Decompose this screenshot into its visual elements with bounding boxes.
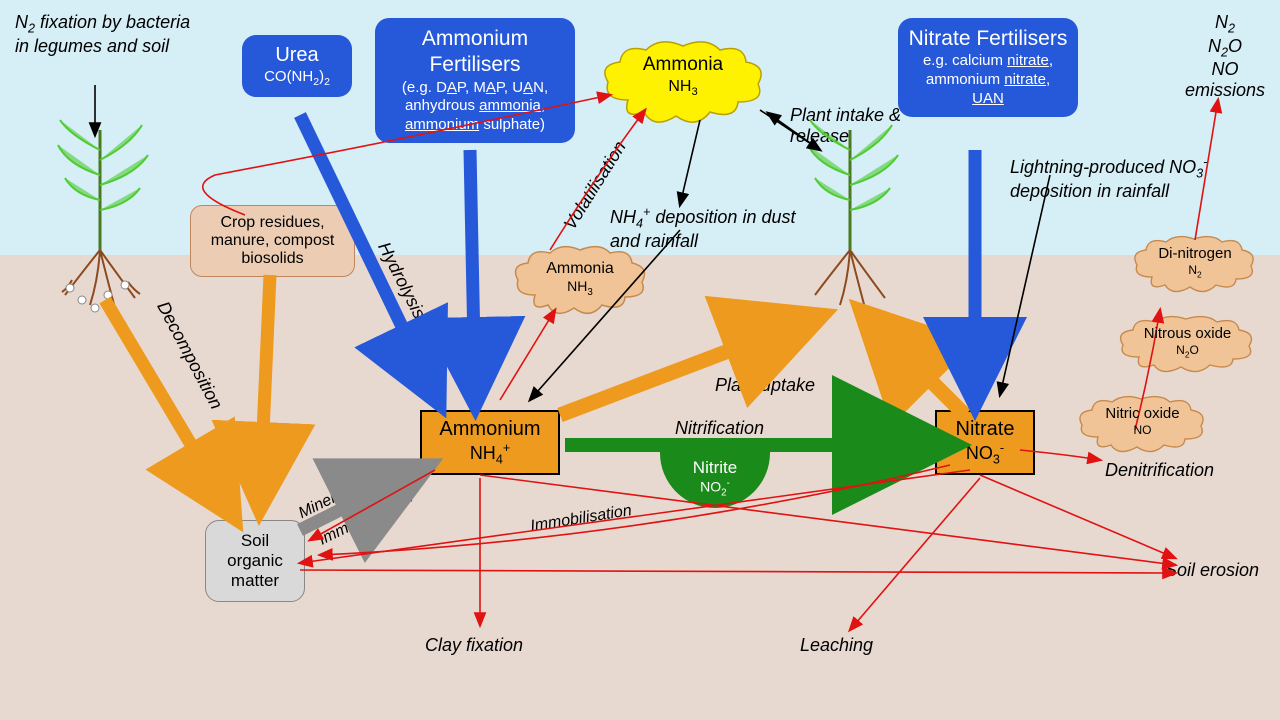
ay-title: Ammonia xyxy=(598,54,768,77)
am-title: Ammonium xyxy=(439,418,540,441)
residues-node: Crop residues, manure, compost biosolids xyxy=(190,205,355,277)
n2-s: N2 xyxy=(1130,263,1260,279)
som-node: Soil organic matter xyxy=(205,520,305,602)
af-sub: (e.g. DAP, MAP, UAN, anhydrous ammonia, … xyxy=(385,79,565,135)
n2-cloud: Di-nitrogenN2 xyxy=(1130,235,1260,297)
am-sub: NH4+ xyxy=(470,441,510,467)
af-title: Ammonium Fertilisers xyxy=(385,26,565,79)
nitrate-fert-node: Nitrate Fertilisers e.g. calcium nitrate… xyxy=(898,18,1078,117)
no-s: NO xyxy=(1075,423,1210,437)
urea-sub: CO(NH2)2 xyxy=(264,68,330,89)
n2o-cloud: Nitrous oxideN2O xyxy=(1115,315,1260,377)
lbl-plant-intake: Plant intake & release xyxy=(790,105,910,147)
no-t: Nitric oxide xyxy=(1075,405,1210,423)
lbl-uptake: Plant uptake xyxy=(715,375,815,396)
nf-sub: e.g. calcium nitrate, ammonium nitrate, … xyxy=(908,52,1068,108)
lbl-leach: Leaching xyxy=(800,635,873,656)
lbl-clay: Clay fixation xyxy=(425,635,523,656)
lbl-fixation: N2 fixation by bacteria in legumes and s… xyxy=(15,12,205,57)
nit-sub: NO2- xyxy=(700,478,730,498)
at-title: Ammonia xyxy=(510,259,650,278)
n2o-s: N2O xyxy=(1115,343,1260,359)
nit-title: Nitrite xyxy=(693,458,737,478)
lbl-nitrif: Nitrification xyxy=(675,418,764,439)
ni-title: Nitrate xyxy=(956,418,1015,441)
soil-region xyxy=(0,255,1280,720)
ammonium-fert-node: Ammonium Fertilisers (e.g. DAP, MAP, UAN… xyxy=(375,18,575,143)
lbl-denit: Denitrification xyxy=(1105,460,1214,481)
nitrate-node: Nitrate NO3- xyxy=(935,410,1035,475)
nf-title: Nitrate Fertilisers xyxy=(909,26,1068,52)
ni-sub: NO3- xyxy=(966,441,1004,467)
urea-node: Urea CO(NH2)2 xyxy=(242,35,352,97)
ammonia-tan-cloud: AmmoniaNH3 xyxy=(510,245,650,320)
lbl-lightning: Lightning-produced NO3- deposition in ra… xyxy=(1010,155,1240,202)
ammonium-node: Ammonium NH4+ xyxy=(420,410,560,475)
som-txt: Soil organic matter xyxy=(220,531,290,591)
residues-txt: Crop residues, manure, compost biosolids xyxy=(203,214,342,268)
n2o-t: Nitrous oxide xyxy=(1115,325,1260,343)
n2-t: Di-nitrogen xyxy=(1130,245,1260,263)
lbl-erosion: Soil erosion xyxy=(1165,560,1259,581)
urea-title: Urea xyxy=(275,43,318,68)
at-sub: NH3 xyxy=(510,278,650,299)
lbl-emissions: N2N2ONOemissions xyxy=(1175,12,1275,101)
ay-sub: NH3 xyxy=(598,77,768,100)
no-cloud: Nitric oxideNO xyxy=(1075,395,1210,457)
ammonia-yellow-cloud: AmmoniaNH3 xyxy=(598,40,768,130)
